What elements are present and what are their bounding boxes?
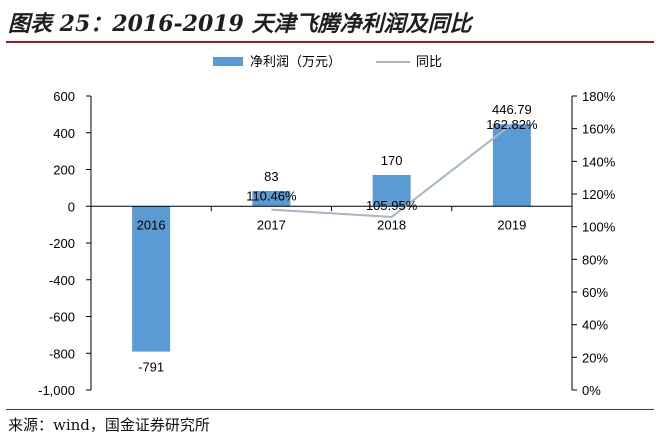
y-left-tick-label: -600 xyxy=(49,310,75,325)
source-note: 来源：wind，国金证券研究所 xyxy=(8,416,210,434)
y-left-tick-label: 600 xyxy=(53,89,75,104)
y-left-tick-label: -400 xyxy=(49,273,75,288)
yoy-label-2019: 162.82% xyxy=(486,117,538,132)
y-left-tick-label: 0 xyxy=(68,199,75,214)
x-tick-label-2017: 2017 xyxy=(257,217,286,232)
bar-value-label-2019: 446.79 xyxy=(492,102,532,117)
bar-value-label-2016: -791 xyxy=(138,360,164,375)
y-right-tick-label: 20% xyxy=(582,350,608,365)
y-left-tick-label: 200 xyxy=(53,163,75,178)
legend-line-label: 同比 xyxy=(416,54,442,69)
bar-2019 xyxy=(492,124,531,207)
x-tick-label-2016: 2016 xyxy=(137,217,166,232)
y-right-tick-label: 160% xyxy=(582,122,616,137)
legend-bar-swatch xyxy=(213,57,243,66)
y-left-tick-label: -800 xyxy=(49,346,75,361)
x-tick-label-2018: 2018 xyxy=(377,217,406,232)
chart-container: 净利润（万元） 同比 600 400 200 0 -200 -400 -600 -800 -1,00… xyxy=(0,44,660,410)
x-tick-label-2019: 2019 xyxy=(497,217,526,232)
bar-value-label-2018: 170 xyxy=(381,153,403,168)
yoy-label-2018: 105.95% xyxy=(366,198,418,213)
y-right-tick-label: 120% xyxy=(582,187,616,202)
y-right-tick-label: 0% xyxy=(582,383,601,398)
yoy-line xyxy=(271,123,513,218)
yoy-label-2017: 110.46% xyxy=(246,189,297,204)
y-right-tick-label: 80% xyxy=(582,252,608,267)
source-divider xyxy=(6,409,654,410)
y-right-tick-label: 180% xyxy=(582,89,616,104)
y-left-tick-label: -200 xyxy=(49,236,75,251)
y-left-tick-label: -1,000 xyxy=(38,383,75,398)
y-right-tick-label: 40% xyxy=(582,318,608,333)
net-profit-chart: 净利润（万元） 同比 600 400 200 0 -200 -400 -600 -800 -1,00… xyxy=(38,54,616,398)
bar-2018 xyxy=(372,175,411,207)
figure-title: 图表 25：2016-2019 天津飞腾净利润及同比 xyxy=(8,11,472,37)
y-right-tick-label: 140% xyxy=(582,154,616,169)
legend-bar-label: 净利润（万元） xyxy=(250,54,341,69)
bar-2016 xyxy=(132,206,171,352)
y-left-tick-label: 400 xyxy=(53,126,75,141)
figure-title-bar: 图表 25：2016-2019 天津飞腾净利润及同比 xyxy=(0,0,660,40)
y-right-tick-label: 60% xyxy=(582,285,608,300)
y-right-tick-label: 100% xyxy=(582,220,616,235)
title-divider xyxy=(6,41,654,43)
bar-2017 xyxy=(252,190,291,207)
bar-value-label-2017: 83 xyxy=(264,169,278,184)
